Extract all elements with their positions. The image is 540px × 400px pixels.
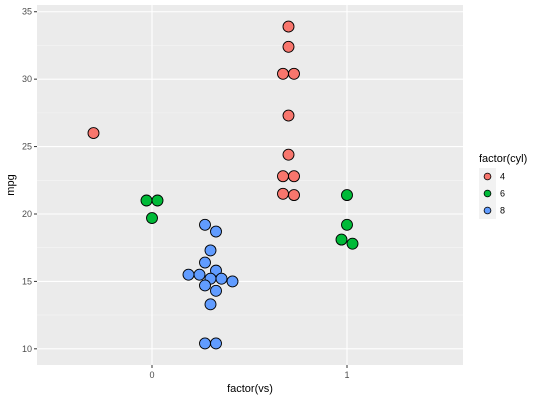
minor-grid [37,45,463,316]
data-point [199,218,211,231]
data-point [140,194,153,207]
data-point [288,189,300,202]
y-tick-label: 35 [22,7,32,17]
data-point [282,20,295,33]
legend-label: 4 [500,172,505,182]
data-point [146,212,158,224]
y-tick-label: 30 [22,74,32,84]
data-point [210,284,222,297]
data-point [210,225,222,238]
y-tick-label: 20 [22,209,32,219]
data-point [288,67,300,80]
data-point [341,189,353,202]
data-point [226,275,239,288]
legend-title: factor(cyl) [479,153,527,165]
data-point [199,337,211,350]
data-point [288,170,300,183]
legend-symbol [483,189,492,198]
data-point [282,40,295,53]
data-point [282,148,295,161]
data-point [335,233,348,246]
y-axis-title: mpg [5,174,17,195]
data-point [199,279,211,292]
x-axis-title: factor(vs) [227,383,273,395]
data-point [277,170,289,183]
data-point [215,272,228,285]
data-point [204,244,217,257]
legend-symbol [483,172,492,181]
data-point [277,67,289,80]
major-grid [37,5,463,365]
legend-label: 6 [500,189,505,199]
y-tick-label: 25 [22,142,32,152]
data-point [182,268,195,281]
data-point [193,268,206,281]
data-point [151,194,164,207]
plot-background [37,5,463,365]
legend-symbol [483,206,492,215]
data-point [204,298,217,311]
data-point [210,264,222,277]
y-axis: 10 15 20 25 30 35 [22,7,37,354]
data-points [87,20,359,350]
data-point [341,218,353,231]
data-point [199,256,211,269]
x-tick-label: 0 [149,370,154,380]
data-point [277,187,289,200]
data-point [346,237,359,250]
data-point [210,337,222,350]
y-tick-label: 15 [22,276,32,286]
data-point [282,109,295,122]
legend: factor(cyl) 4 6 8 [479,153,527,219]
legend-label: 8 [500,206,505,216]
x-tick-label: 1 [344,370,349,380]
data-point [87,127,100,140]
y-tick-label: 10 [22,344,32,354]
